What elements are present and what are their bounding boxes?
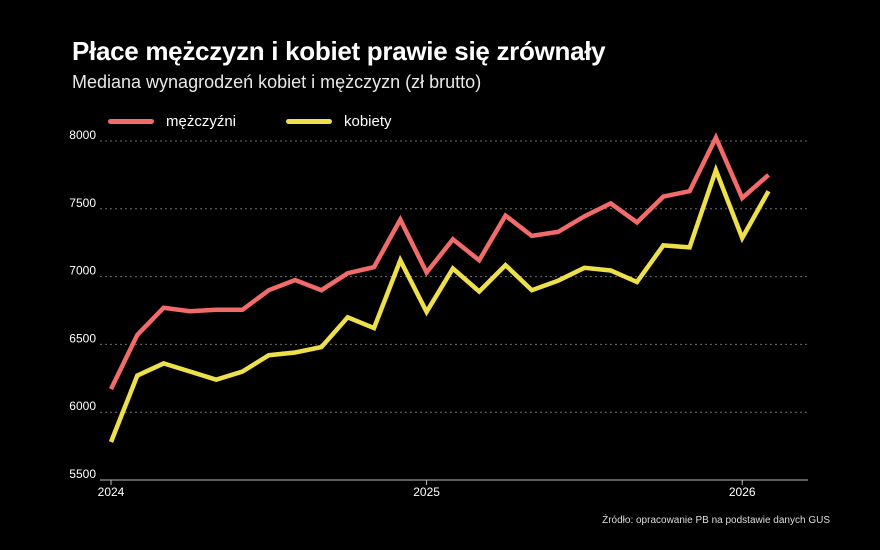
y-tick-label-6500: 6500 <box>69 331 96 345</box>
y-tick-label-6000: 6000 <box>69 399 96 413</box>
legend-label-men: mężczyźni <box>166 112 237 130</box>
legend-swatch-women <box>286 118 332 124</box>
source-note: Źródło: opracowanie PB na podstawie dany… <box>602 515 830 526</box>
series-line-women <box>108 163 771 443</box>
series-line-men <box>108 132 770 391</box>
y-tick-label-7000: 7000 <box>69 264 96 278</box>
legend-item-men: mężczyźni <box>108 110 236 132</box>
x-tick-label-2024: 2024 <box>98 485 125 499</box>
legend-label-women: kobiety <box>344 112 392 130</box>
x-tick-label-2025: 2025 <box>413 485 440 499</box>
legend-swatch-men <box>108 118 154 124</box>
legend-item-women: kobiety <box>286 110 392 132</box>
y-tick-label-8000: 8000 <box>69 128 96 142</box>
chart-subtitle: Mediana wynagrodzeń kobiet i mężczyzn (z… <box>72 72 482 92</box>
chart-title: Płace mężczyzn i kobiet prawie się zrówn… <box>72 36 606 66</box>
y-tick-label-7500: 7500 <box>69 196 96 210</box>
x-tick-label-2026: 2026 <box>729 485 756 499</box>
y-tick-label-5500: 5500 <box>69 467 96 481</box>
